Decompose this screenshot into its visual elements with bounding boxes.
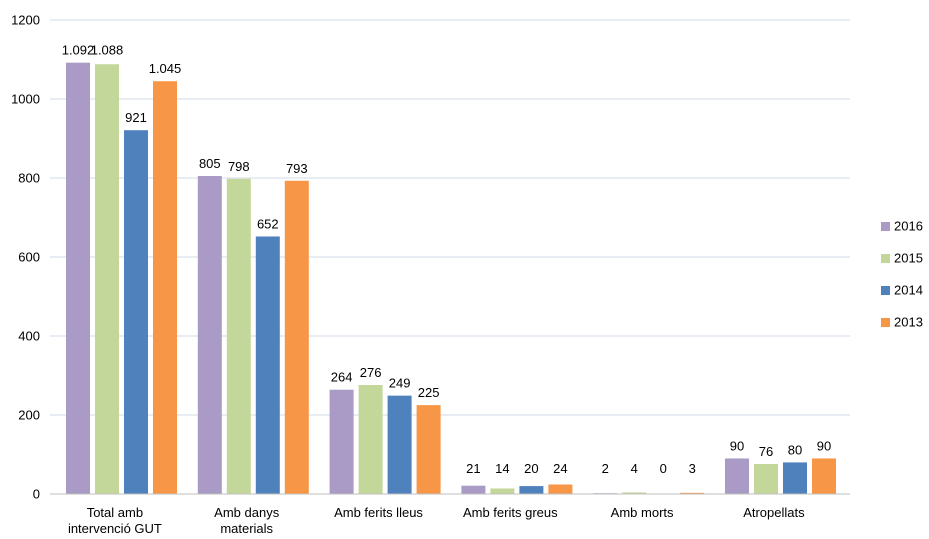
- data-label: 0: [660, 461, 667, 476]
- bar: [812, 458, 836, 494]
- data-label: 225: [418, 385, 440, 400]
- y-tick-label: 1000: [11, 92, 40, 107]
- bar: [754, 463, 778, 494]
- y-tick-label: 200: [18, 408, 40, 423]
- data-label: 793: [286, 161, 308, 176]
- data-label: 264: [331, 370, 353, 385]
- legend-swatch: [881, 286, 890, 295]
- bar: [255, 236, 280, 494]
- bar: [153, 81, 177, 494]
- y-tick-label: 400: [18, 329, 40, 344]
- data-label: 1.088: [91, 43, 124, 58]
- legend: 2016 2015 2014 2013: [881, 219, 923, 330]
- legend-swatch: [881, 254, 890, 263]
- data-label: 1.092: [62, 43, 95, 58]
- data-label: 21: [466, 461, 480, 476]
- data-label: 80: [788, 442, 802, 457]
- x-tick-label: Amb danys materials: [214, 505, 280, 536]
- data-label: 652: [257, 216, 279, 231]
- bar: [519, 486, 544, 494]
- data-label: 76: [759, 444, 773, 459]
- y-tick-label: 1200: [11, 13, 40, 28]
- data-label: 249: [389, 376, 411, 391]
- y-tick-label: 600: [18, 250, 40, 265]
- data-label: 90: [730, 438, 744, 453]
- legend-label: 2014: [894, 283, 923, 298]
- bars: [66, 62, 836, 495]
- data-label: 2: [602, 461, 609, 476]
- bar: [226, 178, 251, 495]
- bar: [329, 389, 354, 494]
- data-label: 14: [495, 461, 509, 476]
- data-label: 921: [125, 110, 147, 125]
- bar: [197, 176, 222, 494]
- legend-swatch: [881, 222, 890, 231]
- x-tick-label: Atropellats: [743, 505, 805, 520]
- x-tick-label: Amb morts: [611, 505, 674, 520]
- grid: [50, 19, 850, 416]
- data-label: 4: [631, 461, 638, 476]
- y-axis: 0 200 400 600 800 1000 1200: [11, 13, 40, 502]
- bar: [725, 458, 749, 494]
- data-label: 90: [817, 438, 831, 453]
- data-label: 3: [689, 461, 696, 476]
- y-tick-label: 800: [18, 171, 40, 186]
- bar: [548, 484, 573, 494]
- bar: [387, 395, 412, 494]
- x-axis: Total amb intervenció GUT Amb danys materia…: [68, 505, 805, 536]
- legend-swatch: [881, 318, 890, 327]
- data-label: 798: [228, 159, 250, 174]
- bar: [622, 492, 647, 494]
- legend-label: 2013: [894, 315, 923, 330]
- x-tick-label: Amb ferits greus: [463, 505, 558, 520]
- data-label: 20: [524, 461, 538, 476]
- bar: [416, 405, 441, 494]
- x-tick-label: Total amb intervenció GUT: [68, 505, 162, 536]
- bar: [680, 492, 705, 494]
- bar: [95, 64, 119, 495]
- legend-label: 2016: [894, 219, 923, 234]
- data-label: 805: [199, 156, 221, 171]
- bar: [783, 462, 807, 494]
- y-tick-label: 0: [33, 487, 40, 502]
- bar: [490, 488, 515, 494]
- bar: [358, 384, 383, 494]
- legend-label: 2015: [894, 251, 923, 266]
- bar: [284, 180, 309, 494]
- x-tick-label: Amb ferits lleus: [334, 505, 423, 520]
- bar: [461, 485, 486, 494]
- bar: [66, 62, 90, 494]
- data-label: 1.045: [149, 61, 182, 76]
- bar: [124, 130, 148, 494]
- data-label: 276: [360, 365, 382, 380]
- data-label: 24: [553, 461, 567, 476]
